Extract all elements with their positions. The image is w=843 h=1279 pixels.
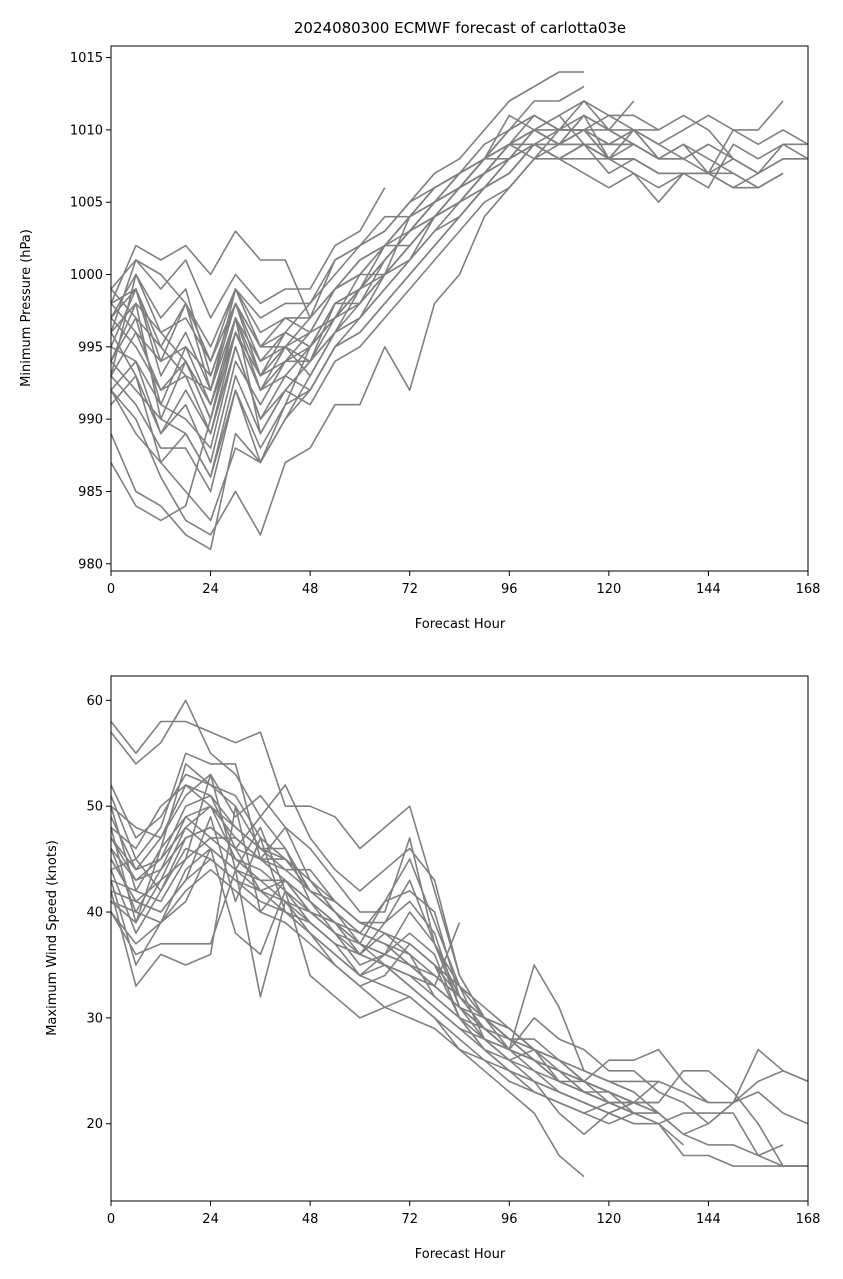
pressure-y-tick-label: 985	[78, 485, 103, 500]
pressure-plot-frame	[110, 45, 809, 572]
wind-x-tick-label: 48	[302, 1212, 319, 1227]
pressure-x-tick-label: 72	[401, 582, 418, 597]
wind-axis-ticks: 0 24 48 72 96 120 144 168 20 30 40 50 60	[86, 694, 820, 1227]
wind-panel: 0 24 48 72 96 120 144 168 20 30 40 50 60 Forecast Ho…	[45, 675, 820, 1262]
pressure-x-tick-label: 168	[796, 582, 821, 597]
wind-member-line-17	[110, 847, 635, 1114]
pressure-member-line-3	[110, 114, 808, 536]
wind-y-tick-label: 40	[86, 906, 103, 921]
pressure-x-axis-label: Forecast Hour	[415, 617, 506, 632]
pressure-member-line-14	[110, 71, 584, 348]
pressure-y-tick-label: 990	[78, 413, 103, 428]
pressure-member-line-13	[110, 187, 386, 319]
wind-y-tick-label: 20	[86, 1117, 103, 1132]
wind-x-tick-label: 96	[501, 1212, 518, 1227]
pressure-x-tick-label: 0	[107, 582, 115, 597]
pressure-x-tick-label: 24	[202, 582, 219, 597]
wind-member-line-2	[110, 699, 808, 1167]
wind-x-tick-label: 120	[596, 1212, 621, 1227]
pressure-x-tick-label: 96	[501, 582, 518, 597]
wind-plot-frame	[110, 675, 809, 1202]
wind-x-tick-label: 0	[107, 1212, 115, 1227]
wind-x-tick-label: 72	[401, 1212, 418, 1227]
pressure-member-line-25	[110, 129, 660, 363]
pressure-y-tick-label: 1010	[70, 123, 103, 138]
pressure-x-tick-label: 120	[596, 582, 621, 597]
pressure-y-tick-label: 995	[78, 340, 103, 355]
pressure-member-line-24	[110, 143, 634, 478]
pressure-panel: 0 24 48 72 96 120 144 168 980 985 990 995 1000 1005 10…	[19, 45, 821, 632]
pressure-axis-ticks: 0 24 48 72 96 120 144 168 980 985 990 995 1000 1005 10…	[70, 51, 821, 597]
pressure-y-tick-label: 1005	[70, 196, 103, 211]
pressure-x-tick-label: 144	[696, 582, 721, 597]
wind-x-tick-label: 168	[796, 1212, 821, 1227]
wind-member-line-19	[110, 868, 635, 1125]
wind-y-tick-label: 50	[86, 800, 103, 815]
pressure-member-line-21	[110, 129, 660, 420]
wind-series-group	[110, 699, 809, 1178]
wind-y-axis-label: Maximum Wind Speed (knots)	[45, 840, 60, 1036]
pressure-series-group	[110, 71, 809, 551]
wind-member-line-10	[110, 847, 585, 1178]
pressure-y-axis-label: Minimum Pressure (hPa)	[19, 229, 34, 387]
wind-member-line-22	[110, 816, 635, 1104]
wind-y-tick-label: 30	[86, 1011, 103, 1026]
pressure-y-tick-label: 1015	[70, 51, 103, 66]
wind-member-line-25	[110, 784, 635, 1093]
pressure-y-tick-label: 1000	[70, 268, 103, 283]
wind-x-tick-label: 144	[696, 1212, 721, 1227]
pressure-y-tick-label: 980	[78, 557, 103, 572]
chart-title: 2024080300 ECMWF forecast of carlotta03e	[294, 19, 626, 37]
wind-y-tick-label: 60	[86, 694, 103, 709]
wind-x-axis-label: Forecast Hour	[415, 1247, 506, 1262]
wind-member-line-21	[110, 847, 634, 1104]
wind-x-tick-label: 24	[202, 1212, 219, 1227]
pressure-x-tick-label: 48	[302, 582, 319, 597]
